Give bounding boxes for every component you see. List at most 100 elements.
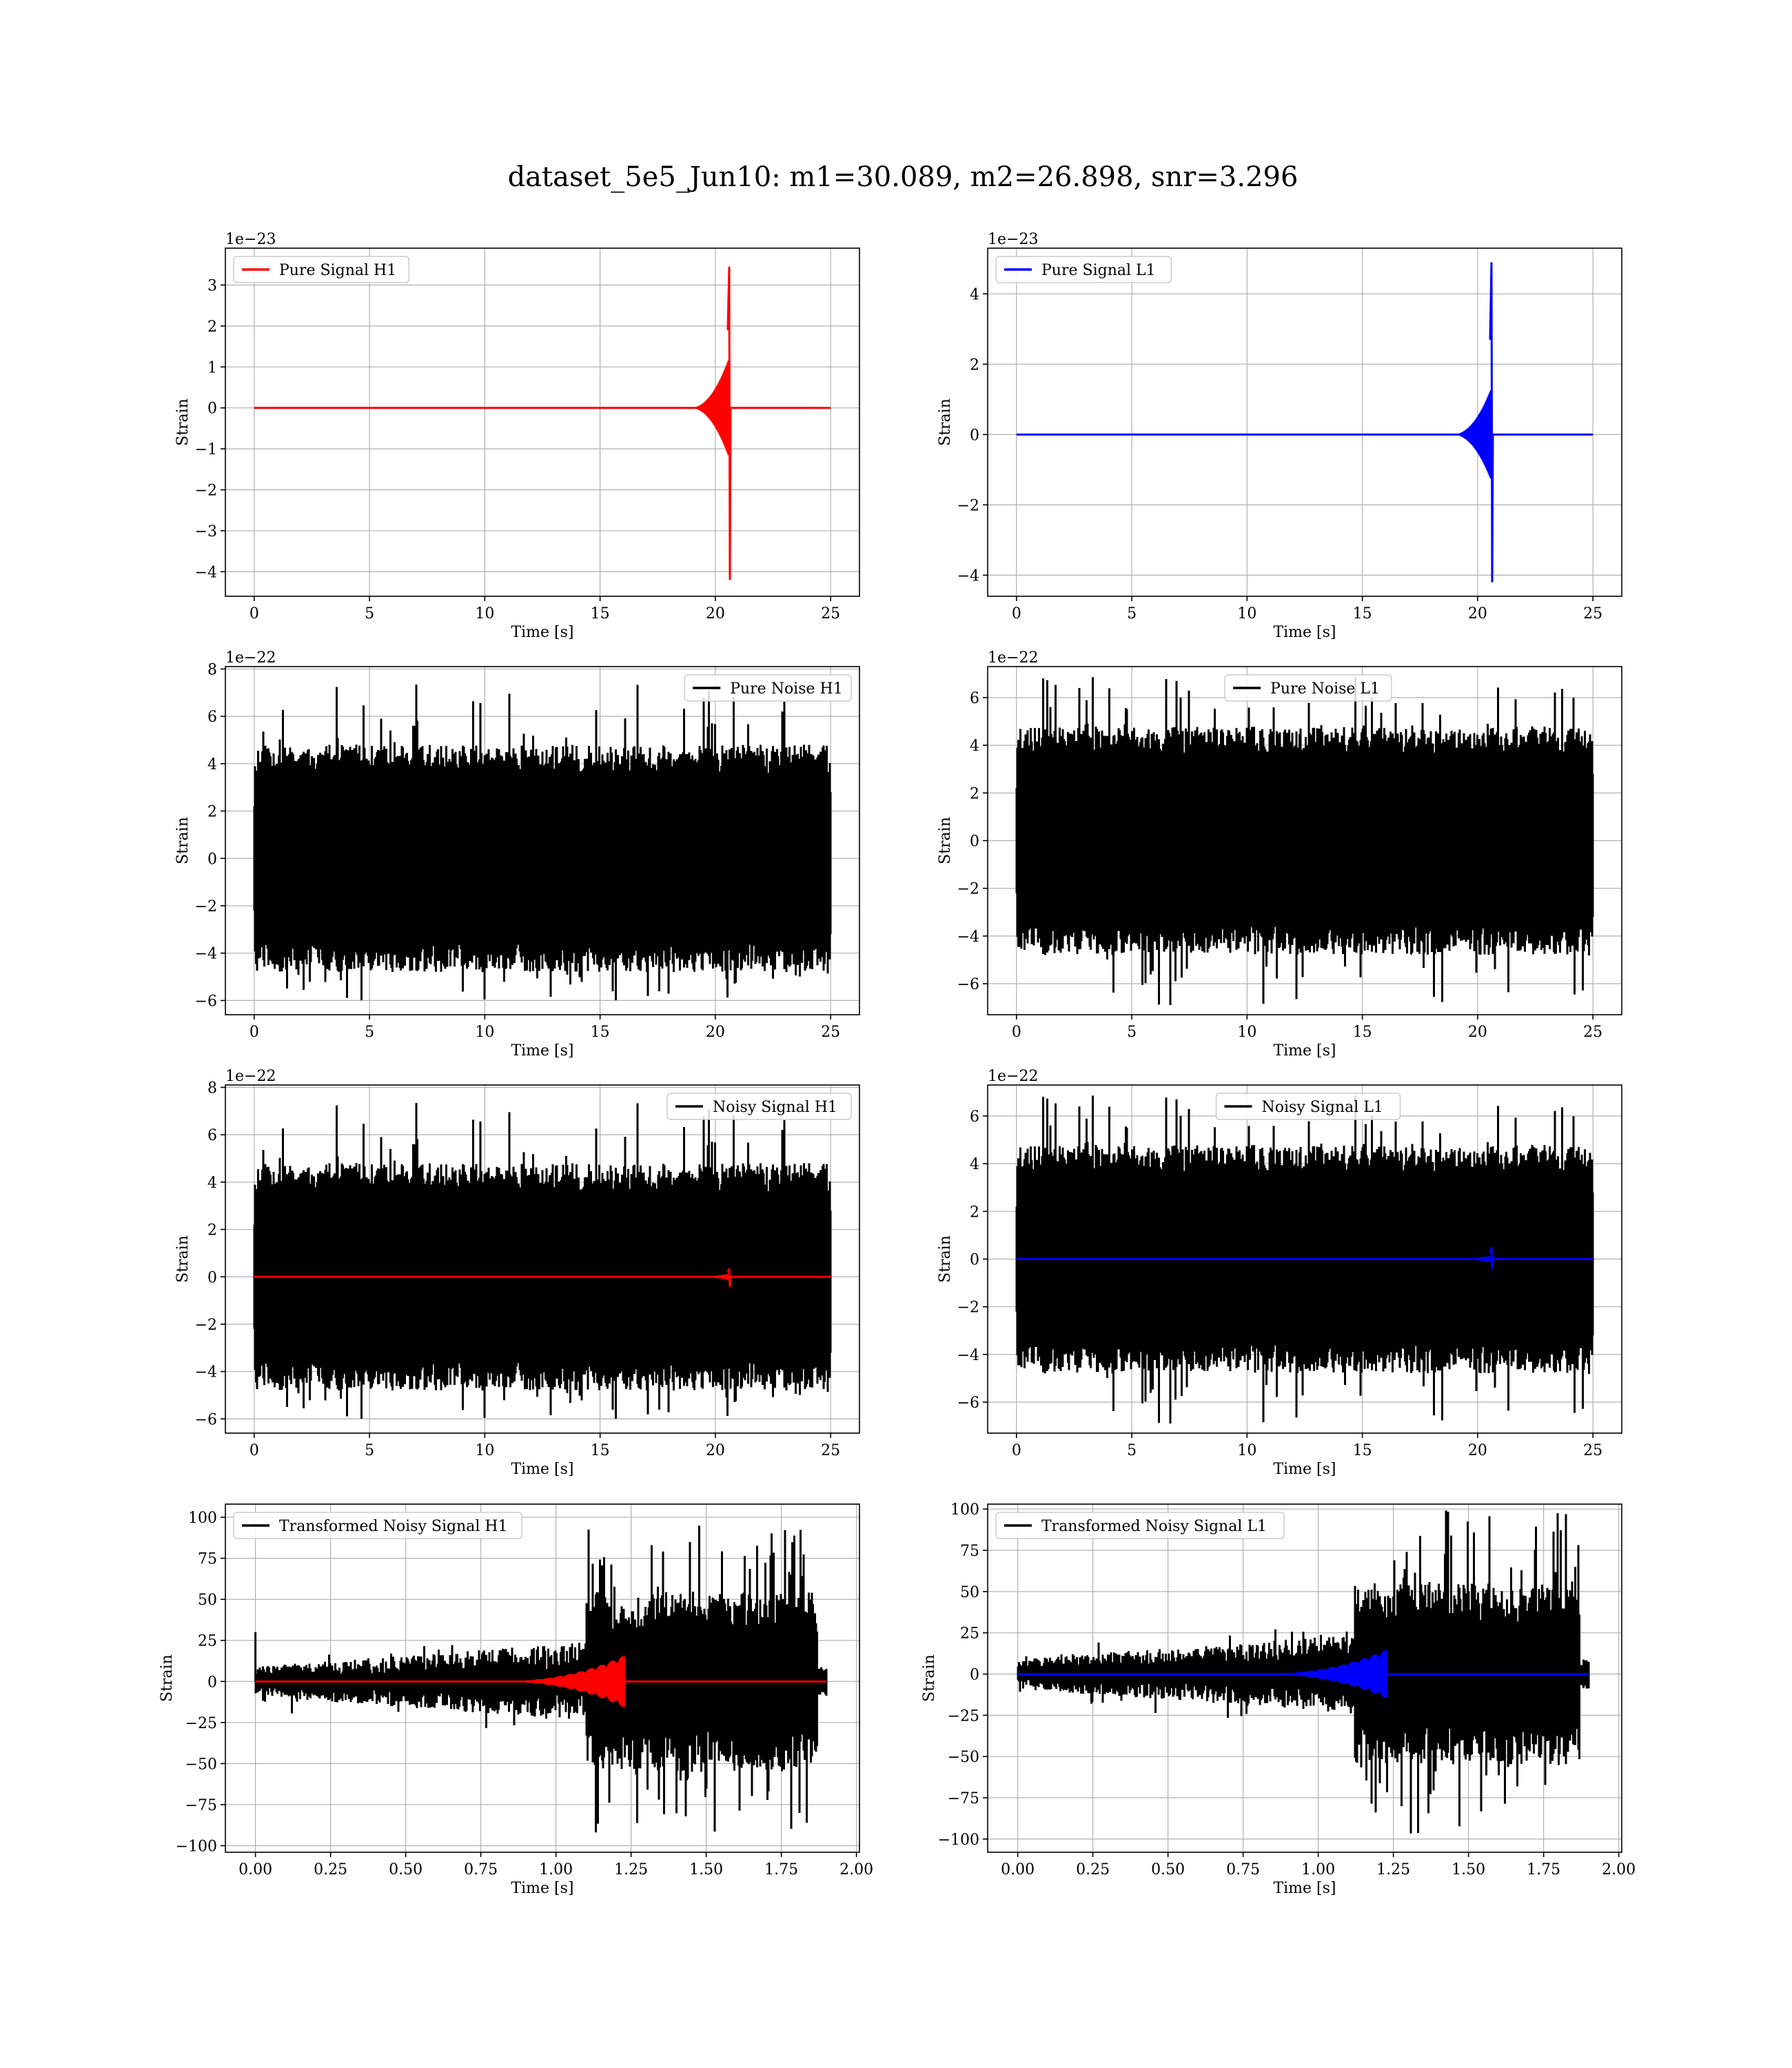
y-axis-label: Strain — [937, 398, 954, 446]
y-tick-label: −4 — [957, 567, 979, 585]
x-tick-label: 10 — [1237, 1024, 1256, 1041]
x-tick-label: 0 — [250, 1024, 259, 1041]
series-line-2 — [255, 1656, 827, 1707]
y-tick-label: 6 — [970, 1108, 979, 1126]
y-tick-label: 4 — [970, 738, 979, 755]
y-tick-label: −75 — [185, 1797, 217, 1814]
y-tick-label: 0 — [207, 401, 217, 418]
y-axis-label: Strain — [937, 817, 954, 864]
legend-label: Pure Noise L1 — [1270, 680, 1380, 698]
x-tick-label: 2.00 — [1602, 1861, 1636, 1878]
x-tick-label: 25 — [821, 1442, 840, 1459]
x-tick-label: 1.50 — [1452, 1861, 1485, 1878]
legend: Pure Noise L1 — [1224, 674, 1392, 702]
y-tick-label: 2 — [207, 804, 217, 821]
x-tick-label: 0.75 — [464, 1861, 498, 1878]
x-axis-label: Time [s] — [1273, 624, 1336, 641]
x-axis-label: Time [s] — [511, 1461, 573, 1478]
y-tick-label: −100 — [938, 1832, 979, 1849]
x-tick-label: 10 — [1237, 1442, 1256, 1459]
x-tick-label: 15 — [1353, 605, 1372, 622]
figure-title: dataset_5e5_Jun10: m1=30.089, m2=26.898,… — [508, 161, 1299, 193]
x-tick-label: 15 — [591, 1442, 610, 1459]
series-line-1 — [1015, 677, 1594, 1006]
y-tick-label: 2 — [970, 785, 979, 802]
x-tick-label: 0 — [1012, 605, 1021, 622]
y-tick-label: 0 — [207, 1269, 217, 1286]
x-tick-label: 15 — [1353, 1024, 1372, 1041]
x-tick-label: 5 — [1127, 605, 1137, 622]
subplot-noisy-signal-l1: 0 5 10 15 20 25 −6 −4 −2 0 2 4 6 Time [s] Strain 1e−22 N… — [937, 1068, 1622, 1478]
y-tick-label: −2 — [195, 898, 217, 915]
x-axis-label: Time [s] — [1273, 1880, 1336, 1897]
x-axis-label: Time [s] — [1273, 1042, 1336, 1060]
x-tick-label: 0 — [1012, 1024, 1021, 1041]
x-tick-label: 0 — [1012, 1442, 1021, 1459]
series-line-2 — [1017, 1650, 1589, 1699]
legend-label: Pure Signal H1 — [279, 262, 396, 279]
x-tick-label: 1.50 — [689, 1861, 723, 1878]
x-tick-label: 10 — [475, 605, 494, 622]
y-tick-label: 0 — [970, 1252, 979, 1269]
y-tick-label: −75 — [948, 1790, 979, 1807]
legend-label: Transformed Noisy Signal L1 — [1041, 1518, 1267, 1535]
y-axis-label: Strain — [174, 398, 192, 446]
y-tick-label: 8 — [207, 661, 217, 678]
x-tick-label: 0 — [250, 605, 259, 622]
x-tick-label: 10 — [475, 1442, 494, 1459]
subplot-transformed-noisy-signal-l1: 0.00 0.25 0.50 0.75 1.00 1.25 1.50 1.75 2.00 −100… — [921, 1501, 1636, 1897]
y-tick-label: 0 — [970, 427, 979, 444]
y-tick-label: −50 — [185, 1756, 217, 1773]
legend: Transformed Noisy Signal L1 — [995, 1512, 1285, 1539]
y-tick-label: −25 — [948, 1707, 979, 1725]
x-tick-label: 20 — [706, 1024, 725, 1041]
legend-label: Pure Signal L1 — [1041, 262, 1156, 279]
x-tick-label: 20 — [1468, 605, 1487, 622]
y-tick-label: 2 — [970, 1204, 979, 1221]
y-axis-label: Strain — [174, 817, 192, 864]
x-tick-label: 25 — [1583, 1442, 1602, 1459]
y-tick-label: 75 — [960, 1543, 979, 1560]
x-tick-label: 1.25 — [1376, 1861, 1410, 1878]
y-tick-label: −50 — [948, 1749, 979, 1766]
x-tick-label: 15 — [591, 605, 610, 622]
y-tick-label: −100 — [176, 1838, 217, 1855]
y-axis-label: Strain — [937, 1235, 954, 1283]
x-tick-label: 5 — [1127, 1442, 1137, 1459]
axes-frame — [225, 1084, 860, 1434]
axis-offset-label: 1e−23 — [225, 231, 276, 248]
y-tick-label: 25 — [960, 1625, 979, 1643]
legend-label: Transformed Noisy Signal H1 — [279, 1518, 508, 1535]
y-tick-label: 2 — [970, 356, 979, 374]
x-tick-label: 1.00 — [1301, 1861, 1335, 1878]
x-tick-label: 10 — [475, 1024, 494, 1041]
series-line-2 — [1016, 1247, 1594, 1270]
x-tick-label: 25 — [821, 1024, 840, 1041]
axes-frame — [225, 1503, 860, 1853]
x-tick-label: 1.00 — [539, 1861, 573, 1878]
x-tick-label: 25 — [821, 605, 840, 622]
legend-box — [233, 256, 410, 283]
x-tick-label: 20 — [706, 605, 725, 622]
y-tick-label: 3 — [207, 277, 217, 294]
x-tick-label: 5 — [365, 605, 374, 622]
legend: Pure Signal L1 — [995, 256, 1172, 283]
series-line-1 — [254, 266, 831, 580]
y-tick-label: 2 — [207, 318, 217, 336]
x-tick-label: 20 — [1468, 1024, 1487, 1041]
y-tick-label: 4 — [970, 286, 979, 303]
y-tick-label: −2 — [195, 483, 217, 500]
y-tick-label: −25 — [185, 1715, 217, 1732]
y-tick-label: −2 — [957, 497, 979, 514]
axis-offset-label: 1e−23 — [988, 231, 1038, 248]
y-tick-label: 100 — [950, 1501, 979, 1519]
x-axis-label: Time [s] — [511, 1880, 573, 1897]
x-tick-label: 5 — [365, 1442, 374, 1459]
y-tick-label: −2 — [957, 1299, 979, 1317]
y-tick-label: 2 — [207, 1222, 217, 1239]
y-tick-label: 0 — [207, 851, 217, 868]
x-tick-label: 0.00 — [238, 1861, 272, 1878]
plot-area — [988, 248, 1622, 596]
y-tick-label: −6 — [957, 976, 979, 993]
